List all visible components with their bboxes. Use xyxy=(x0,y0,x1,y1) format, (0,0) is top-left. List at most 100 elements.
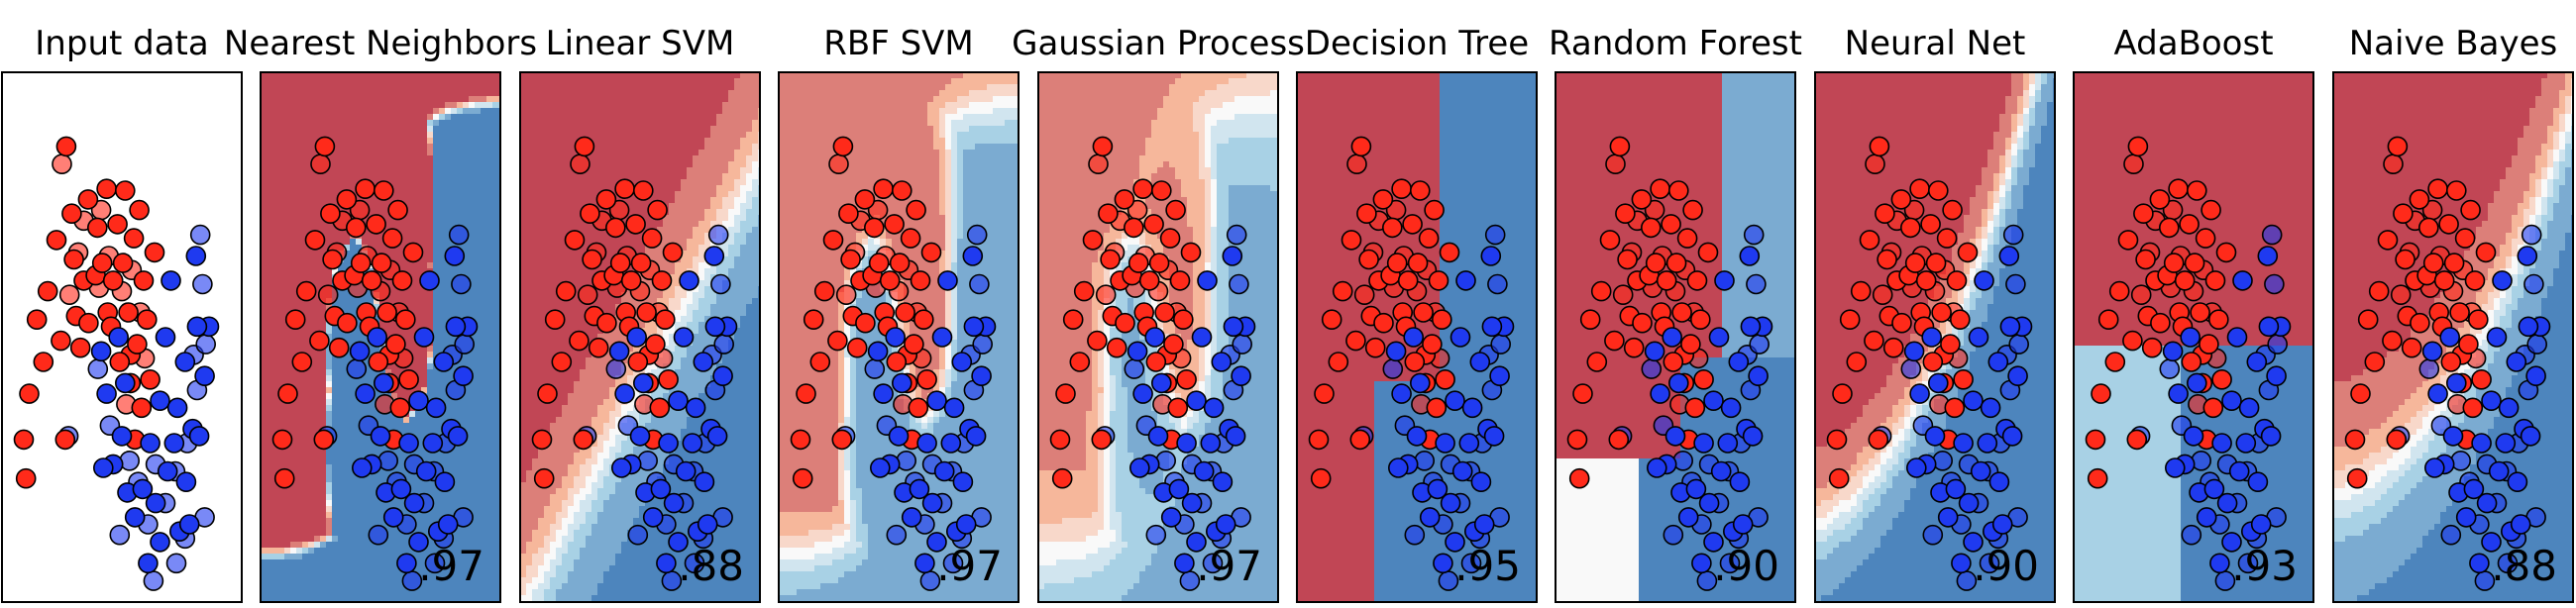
train-blue-point xyxy=(1668,372,1689,394)
train-red-point xyxy=(2462,397,2484,419)
train-blue-point xyxy=(642,507,664,528)
test-blue-point xyxy=(707,224,729,246)
train-blue-point xyxy=(349,341,371,362)
test-blue-point xyxy=(1145,524,1167,546)
train-red-point xyxy=(569,330,590,352)
train-blue-point xyxy=(1223,316,1244,338)
train-red-point xyxy=(1586,352,1608,372)
train-red-point xyxy=(1928,180,1949,201)
panel-frame xyxy=(260,71,501,603)
train-red-point xyxy=(1900,217,1921,239)
train-red-point xyxy=(144,242,165,263)
train-blue-point xyxy=(1174,553,1195,574)
train-blue-point xyxy=(888,426,910,447)
panel-frame xyxy=(519,71,761,603)
train-red-point xyxy=(2401,337,2422,358)
train-blue-point xyxy=(166,397,188,419)
train-red-point xyxy=(133,270,155,291)
train-blue-point xyxy=(650,478,672,500)
train-red-point xyxy=(614,178,635,199)
train-red-point xyxy=(1846,352,1868,372)
train-red-point xyxy=(641,228,663,249)
train-blue-point xyxy=(706,426,728,447)
panel-title: Decision Tree xyxy=(1305,24,1529,63)
train-blue-point xyxy=(403,492,425,514)
train-blue-point xyxy=(1693,433,1714,454)
train-blue-point xyxy=(2221,532,2242,553)
train-red-point xyxy=(647,199,668,221)
train-red-point xyxy=(886,352,908,372)
train-red-point xyxy=(1332,280,1353,302)
test-blue-point xyxy=(2181,524,2202,546)
train-blue-point xyxy=(1703,390,1724,412)
train-red-point xyxy=(2187,180,2207,201)
train-blue-point xyxy=(1998,246,2020,266)
train-blue-point xyxy=(422,433,444,454)
train-blue-point xyxy=(186,316,208,338)
train-blue-point xyxy=(178,514,200,535)
train-red-point xyxy=(1073,280,1095,302)
train-red-point xyxy=(912,309,934,331)
train-red-point xyxy=(2409,189,2430,210)
train-blue-point xyxy=(1144,327,1165,348)
test-blue-point xyxy=(454,334,476,355)
train-red-point xyxy=(78,312,99,334)
plot-area xyxy=(1556,72,1795,602)
train-red-point xyxy=(366,214,386,235)
train-blue-point xyxy=(2481,532,2502,553)
train-red-point xyxy=(2377,230,2399,251)
accuracy-score: .90 xyxy=(1973,542,2039,590)
train-blue-point xyxy=(1455,270,1476,291)
train-red-point xyxy=(645,334,666,355)
plot-area xyxy=(2074,72,2313,602)
train-blue-point xyxy=(679,270,699,291)
train-blue-point xyxy=(1739,246,1761,266)
train-red-point xyxy=(322,249,343,270)
train-blue-point xyxy=(434,471,456,493)
train-blue-point xyxy=(132,478,154,500)
train-blue-point xyxy=(145,492,166,514)
train-blue-point xyxy=(2196,507,2217,528)
test-blue-point xyxy=(1404,524,1426,546)
train-blue-point xyxy=(425,397,447,419)
train-red-point xyxy=(1087,330,1108,352)
panel-title: Neural Net xyxy=(1845,24,2026,63)
train-red-point xyxy=(916,368,937,390)
train-red-point xyxy=(1091,429,1113,451)
train-red-point xyxy=(2418,217,2439,239)
train-red-point xyxy=(1859,230,1880,251)
train-red-point xyxy=(2471,368,2492,390)
train-red-point xyxy=(1151,180,1172,201)
train-red-point xyxy=(574,136,595,157)
train-red-point xyxy=(588,337,609,358)
train-red-point xyxy=(2410,312,2430,334)
train-red-point xyxy=(1424,199,1445,221)
test-blue-point xyxy=(886,524,908,546)
train-blue-point xyxy=(2506,352,2527,372)
train-red-point xyxy=(906,199,926,221)
train-blue-point xyxy=(668,532,689,553)
train-red-point xyxy=(123,228,145,249)
panel-4: RBF SVM .97 xyxy=(778,24,1020,603)
train-blue-point xyxy=(2486,327,2508,348)
test-blue-point xyxy=(87,358,109,379)
panel-9: AdaBoost .93 xyxy=(2073,24,2314,603)
train-blue-point xyxy=(916,433,937,454)
train-red-point xyxy=(2446,180,2467,201)
test-blue-point xyxy=(1749,334,1770,355)
train-red-point xyxy=(1345,330,1366,352)
train-red-point xyxy=(277,383,298,404)
train-red-point xyxy=(1566,429,1588,451)
train-red-point xyxy=(394,309,416,331)
train-red-point xyxy=(2091,383,2111,404)
train-red-point xyxy=(1684,397,1706,419)
plot-area xyxy=(520,72,760,602)
train-blue-point xyxy=(355,383,376,404)
panel-title: Random Forest xyxy=(1549,24,1802,63)
train-blue-point xyxy=(2507,471,2528,493)
train-blue-point xyxy=(1717,433,1739,454)
train-blue-point xyxy=(2495,433,2517,454)
train-red-point xyxy=(102,270,124,291)
test-blue-point xyxy=(2497,553,2519,574)
train-red-point xyxy=(2108,280,2130,302)
